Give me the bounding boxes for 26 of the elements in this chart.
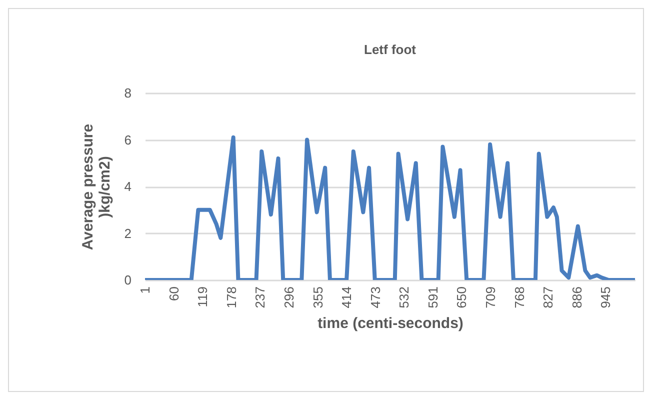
x-tick-label: 591 <box>425 286 440 308</box>
x-tick-label: 532 <box>396 286 412 308</box>
x-tick-label: 414 <box>339 286 354 308</box>
x-tick-label: 178 <box>224 286 239 308</box>
x-tick-label: 473 <box>368 286 383 308</box>
x-tick-label: 650 <box>454 286 470 308</box>
line-series <box>145 135 635 280</box>
x-axis-title: time (centi-seconds) <box>318 315 464 332</box>
x-tick-label: 1 <box>138 286 152 294</box>
x-tick-label: 119 <box>195 286 210 308</box>
chart-title: Letf foot <box>364 42 417 57</box>
y-tick-label: 2 <box>124 226 132 241</box>
x-tick-label: 237 <box>252 286 268 308</box>
x-tick-label: 60 <box>166 286 182 301</box>
x-tick-label: 768 <box>512 286 527 308</box>
x-tick-label: 296 <box>281 286 296 308</box>
y-tick-label: 0 <box>124 272 132 288</box>
x-tick-label: 945 <box>598 286 614 308</box>
y-axis-title: Average pressure )kg/cm2) <box>79 124 114 250</box>
x-tick-label: 827 <box>540 286 556 308</box>
x-tick-label: 709 <box>483 286 498 308</box>
y-tick-label: 4 <box>124 179 132 194</box>
x-tick-label: 886 <box>569 286 584 308</box>
y-tick-label: 6 <box>124 132 132 148</box>
x-tick-label: 355 <box>310 286 326 308</box>
y-tick-label: 8 <box>124 86 132 100</box>
